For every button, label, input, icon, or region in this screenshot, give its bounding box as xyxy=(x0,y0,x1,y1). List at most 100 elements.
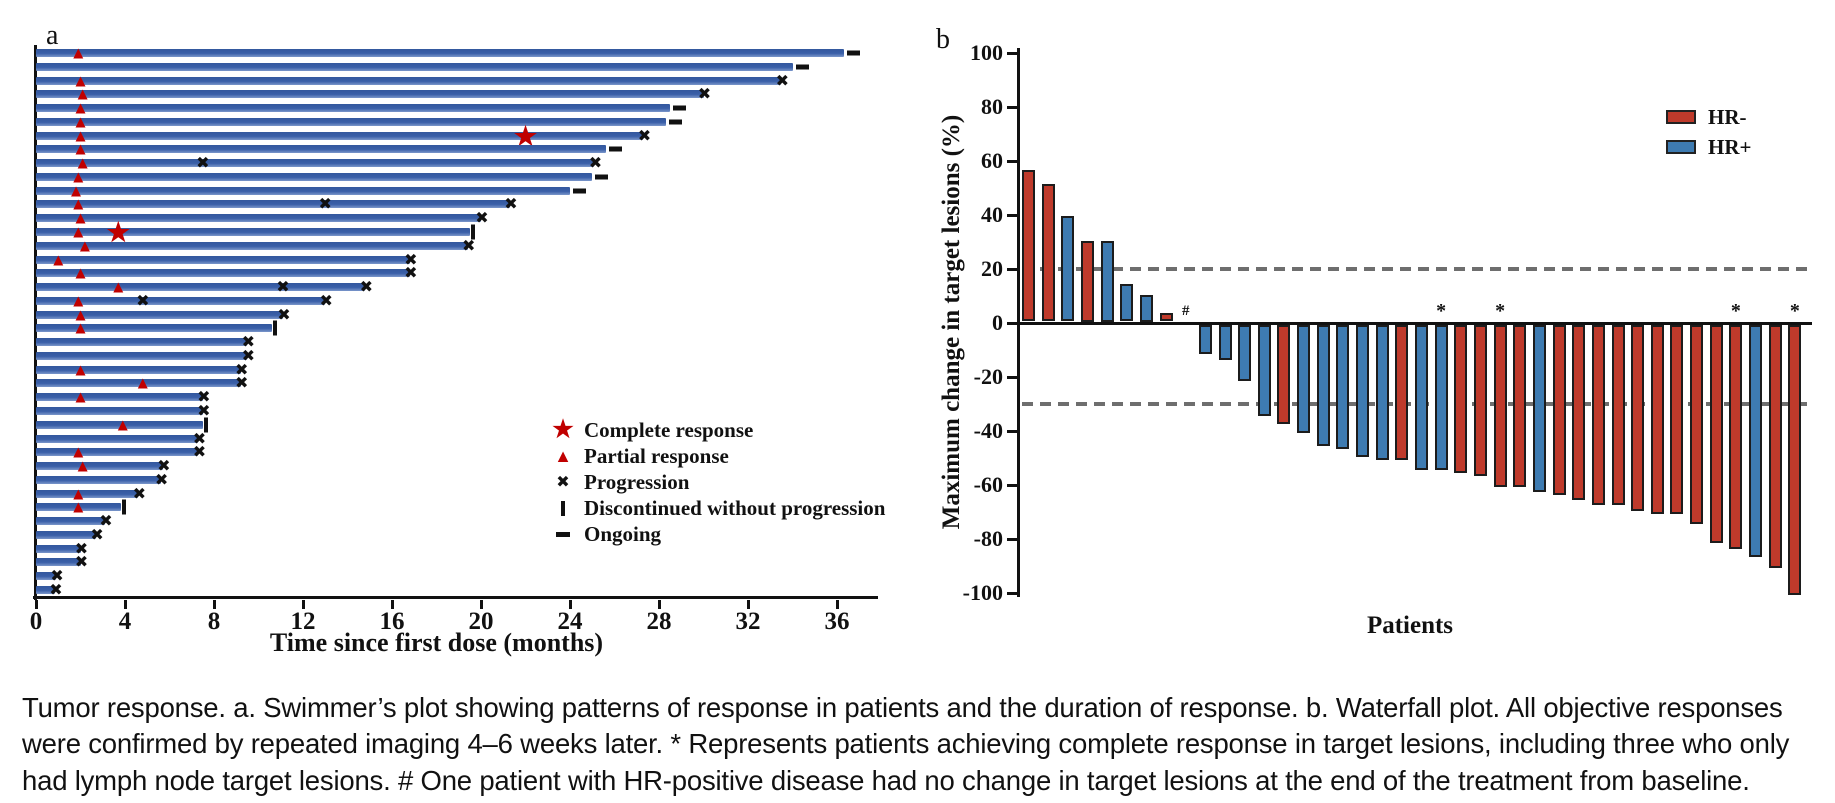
y-axis-tick xyxy=(1007,429,1017,433)
ongoing-icon xyxy=(668,119,682,125)
waterfall-bar xyxy=(1041,183,1055,322)
swimmer-bar xyxy=(36,186,570,195)
legend-item-hr-negative: HR- xyxy=(1666,104,1751,130)
x-axis-tick-label: 20 xyxy=(468,608,494,635)
legend-label: Partial response xyxy=(584,443,729,468)
progression-icon: ✖ xyxy=(697,84,712,104)
waterfall-bar xyxy=(1532,324,1546,492)
x-axis-tick-label: 32 xyxy=(735,608,761,635)
progression-icon: ✖ xyxy=(241,332,256,352)
progression-icon: ✖ xyxy=(197,401,211,421)
progression-icon: ✖ xyxy=(359,277,373,297)
waterfall-bar xyxy=(1631,324,1645,511)
partial-response-icon: ▲ xyxy=(69,442,87,462)
legend-label: Ongoing xyxy=(584,521,662,546)
complete-response-asterisk: * xyxy=(1789,300,1800,322)
progression-icon: ✖ xyxy=(90,524,104,544)
waterfall-bar xyxy=(1159,313,1173,322)
swimmer-bar xyxy=(36,283,366,292)
x-axis-tick xyxy=(568,600,572,609)
swimmer-bar xyxy=(36,393,203,402)
swimmer-bar xyxy=(36,214,481,223)
swimmer-bar xyxy=(36,269,410,278)
waterfall-bar xyxy=(1493,324,1507,487)
swimmer-bar xyxy=(36,310,283,319)
progression-icon: ✖ xyxy=(196,153,210,173)
progression-icon: ✖ xyxy=(276,277,290,297)
waterfall-bar xyxy=(1690,324,1704,525)
x-axis-tick-label: 28 xyxy=(646,608,672,635)
no-change-hash: # xyxy=(1181,303,1190,319)
swimmer-bar xyxy=(36,475,161,484)
progression-icon: ✖ xyxy=(277,304,291,324)
complete-response-icon: ★ xyxy=(513,121,538,151)
waterfall-legend: HR- HR+ xyxy=(1666,104,1751,160)
partial-response-icon: ▲ xyxy=(49,250,67,270)
waterfall-bar xyxy=(1336,324,1350,449)
waterfall-bar xyxy=(1139,294,1153,322)
progression-icon: ✖ xyxy=(74,538,89,558)
partial-response-icon: ▲ xyxy=(74,84,92,104)
complete-response-asterisk: * xyxy=(1495,300,1506,322)
partial-response-icon: ▲ xyxy=(134,373,152,393)
swimmer-bar xyxy=(36,544,81,553)
legend-label: Progression xyxy=(584,469,690,494)
x-axis-tick xyxy=(123,600,127,609)
hr-positive-swatch xyxy=(1666,140,1696,154)
progression-icon: ✖ xyxy=(157,456,171,476)
waterfall-bar xyxy=(1238,324,1252,382)
panel-a-label: a xyxy=(46,20,59,51)
y-axis-tick xyxy=(1007,483,1017,487)
triangle-icon: ▲ xyxy=(554,446,572,466)
partial-response-icon: ▲ xyxy=(67,181,85,201)
swimmer-bar xyxy=(36,489,139,498)
x-axis-tick-label: 0 xyxy=(29,608,43,635)
legend-item: Discontinued without progression xyxy=(548,495,885,521)
panel-a-x-axis xyxy=(33,595,878,600)
waterfall-bar xyxy=(1198,324,1212,355)
swimmer-bar xyxy=(36,49,844,57)
progression-icon: ✖ xyxy=(775,70,790,90)
waterfall-plot: 100 80 60 40 20 0 -20 -40 -60 -80 -100 # * * * * xyxy=(963,40,1812,605)
swimmer-bar xyxy=(36,104,671,113)
swimmer-bar xyxy=(36,517,105,526)
swimmer-bar xyxy=(36,90,704,99)
star-icon: ★ xyxy=(552,417,574,443)
x-axis-tick xyxy=(390,600,394,609)
bar-legend-icon xyxy=(548,500,578,516)
waterfall-bar xyxy=(1670,324,1684,514)
x-axis-tick xyxy=(301,600,305,609)
waterfall-bar xyxy=(1552,324,1566,495)
waterfall-bar xyxy=(1375,324,1389,460)
x-axis-tick xyxy=(34,600,38,609)
swimmer-bar xyxy=(36,503,121,512)
y-axis-tick-label: 0 xyxy=(992,310,1003,335)
swimmer-bar xyxy=(36,351,248,360)
y-axis-tick xyxy=(1007,267,1017,271)
discontinued-icon xyxy=(561,500,565,516)
progression-icon: ✖ xyxy=(475,208,489,228)
partial-response-icon: ▲ xyxy=(69,291,87,311)
ongoing-icon xyxy=(846,50,860,56)
swimmer-bar xyxy=(36,76,782,85)
waterfall-bar xyxy=(1591,324,1605,506)
progression-icon: ✖ xyxy=(588,153,603,173)
waterfall-bar xyxy=(1729,324,1743,549)
x-axis-tick-label: 4 xyxy=(118,608,132,635)
y-axis-tick-label: -40 xyxy=(973,418,1003,443)
partial-response-icon: ▲ xyxy=(114,415,132,435)
swimmer-bar xyxy=(36,407,203,416)
swimmer-bar xyxy=(36,200,510,209)
swimmer-plot: 0 4 8 12 16 20 24 28 32 36 ▲ ▲ ✖ ▲ ✖ ▲ ▲ ▲ ★ ✖ ▲ ▲ ✖ ✖ ▲ ▲ ▲ ✖ ✖ ▲ ✖ ▲ ★… xyxy=(0,0,920,680)
x-axis-tick-label: 12 xyxy=(290,608,316,635)
partial-response-icon: ▲ xyxy=(72,112,89,132)
waterfall-bar xyxy=(1415,324,1428,471)
swimmer-bar xyxy=(36,530,97,539)
partial-response-icon: ▲ xyxy=(72,139,89,159)
panel-b-x-axis-title: Patients xyxy=(1366,612,1454,639)
discontinued-icon xyxy=(272,320,277,336)
progression-icon: ✖ xyxy=(234,359,249,379)
partial-response-icon: ▲ xyxy=(69,167,87,187)
complete-response-asterisk: * xyxy=(1730,300,1741,322)
